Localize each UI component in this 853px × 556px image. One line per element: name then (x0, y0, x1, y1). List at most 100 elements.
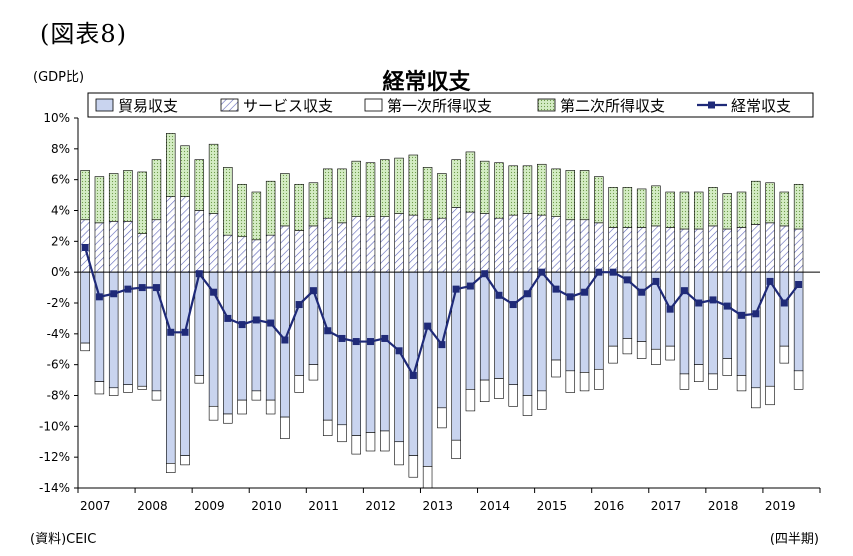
services-balance-bar (751, 224, 761, 273)
services-balance-bar (422, 219, 433, 273)
secondary-income-bar (380, 159, 390, 217)
current-account-point (581, 288, 589, 296)
x-tick-label: 2014 (480, 499, 511, 513)
current-account-point (481, 270, 489, 278)
secondary-income-bar (651, 185, 661, 227)
secondary-income-bar (308, 182, 319, 227)
primary-income-bar (751, 387, 761, 409)
services-balance-bar (722, 228, 732, 273)
secondary-income-bar (708, 187, 718, 227)
secondary-income-bar (479, 160, 490, 214)
current-account-point (695, 299, 703, 307)
trade-balance-bar (108, 271, 119, 389)
y-tick-label: 10% (43, 111, 70, 125)
current-account-point (738, 311, 746, 319)
trade-balance-bar (237, 271, 247, 401)
services-balance-bar (394, 213, 404, 273)
current-account-point (124, 285, 132, 293)
secondary-income-bar (337, 168, 347, 224)
services-balance-bar (765, 222, 775, 273)
secondary-income-bar (779, 191, 790, 227)
legend-label: 第二次所得収支 (560, 97, 665, 115)
primary-income-bar (579, 372, 590, 392)
current-account-point (409, 371, 417, 379)
secondary-income-bar (351, 160, 361, 217)
services-balance-bar (622, 227, 633, 273)
y-tick-label: -4% (47, 327, 70, 341)
secondary-income-bar (636, 188, 647, 228)
primary-income-bar (693, 364, 704, 382)
secondary-income-bar (608, 187, 618, 228)
period-note: (四半期) (769, 532, 819, 547)
x-tick-label: 2008 (137, 499, 168, 513)
primary-income-bar (451, 439, 461, 460)
services-balance-bar (522, 213, 533, 273)
y-tick-label: -10% (39, 419, 70, 433)
current-account-point (267, 319, 275, 327)
trade-balance-bar (180, 271, 190, 456)
services-balance-bar (137, 233, 147, 273)
secondary-income-bar-swatch (537, 98, 556, 112)
primary-income-bar (608, 345, 618, 364)
services-balance-bar (565, 219, 576, 273)
current-account-point (652, 277, 660, 285)
current-account-point (766, 277, 774, 285)
primary-income-bar (337, 424, 347, 443)
secondary-income-bar (365, 162, 376, 217)
current-account-point (680, 287, 688, 295)
primary-income-bar (565, 370, 576, 393)
secondary-income-bar (622, 187, 633, 228)
secondary-income-bar (594, 176, 604, 224)
primary-income-bar (594, 368, 604, 390)
secondary-income-bar (223, 167, 233, 236)
trade-balance-bar (479, 271, 490, 381)
secondary-income-bar (237, 183, 247, 238)
current-account-point (795, 281, 803, 288)
secondary-income-bar (180, 145, 190, 197)
y-tick-label: 4% (51, 204, 70, 218)
secondary-income-bar (265, 180, 276, 236)
trade-balance-bar (537, 271, 547, 392)
trade-balance-bar (80, 271, 90, 344)
y-tick-label: 8% (51, 142, 70, 156)
secondary-income-bar (280, 173, 290, 227)
trade-balance-bar (380, 271, 390, 432)
secondary-income-bar (522, 165, 533, 214)
trade-balance-bar (337, 271, 347, 426)
x-tick-label: 2010 (251, 499, 282, 513)
services-balance-bar (793, 228, 804, 273)
trade-balance-bar (779, 271, 790, 347)
x-tick-label: 2015 (537, 499, 568, 513)
trade-balance-bar (565, 271, 576, 372)
secondary-income-bar (722, 193, 732, 230)
trade-balance-bar (365, 271, 376, 433)
y-tick-label: 0% (51, 265, 70, 279)
x-tick-label: 2007 (80, 499, 111, 513)
secondary-income-bar (208, 143, 219, 214)
current-account-point (780, 299, 788, 307)
legend: 貿易収支 サービス収支 第一次所得収支 第二次所得収支 経常収支 (87, 92, 814, 118)
x-tick-label: 2016 (594, 499, 625, 513)
primary-income-bar (537, 390, 547, 410)
trade-balance-bar (422, 271, 433, 467)
trade-balance-bar (251, 271, 262, 392)
trade-balance-bar (708, 271, 718, 375)
current-account-point (552, 285, 560, 293)
primary-income-bar (237, 399, 247, 415)
trade-balance-bar (736, 271, 747, 376)
primary-income-bar (194, 375, 205, 384)
current-account-point (295, 301, 303, 309)
x-tick-label: 2012 (365, 499, 396, 513)
x-tick-label: 2009 (194, 499, 225, 513)
secondary-income-bar (194, 159, 205, 211)
primary-income-bar (308, 364, 319, 381)
services-balance-bar (194, 210, 205, 273)
current-account-point (566, 293, 574, 301)
current-account-point (224, 314, 232, 322)
y-tick-label: 6% (51, 173, 70, 187)
primary-income-bar (108, 387, 119, 396)
services-balance-bar (465, 211, 476, 273)
current-account-point (167, 328, 175, 336)
unit-label: (GDP比) (33, 70, 85, 85)
secondary-income-bar (579, 170, 590, 221)
